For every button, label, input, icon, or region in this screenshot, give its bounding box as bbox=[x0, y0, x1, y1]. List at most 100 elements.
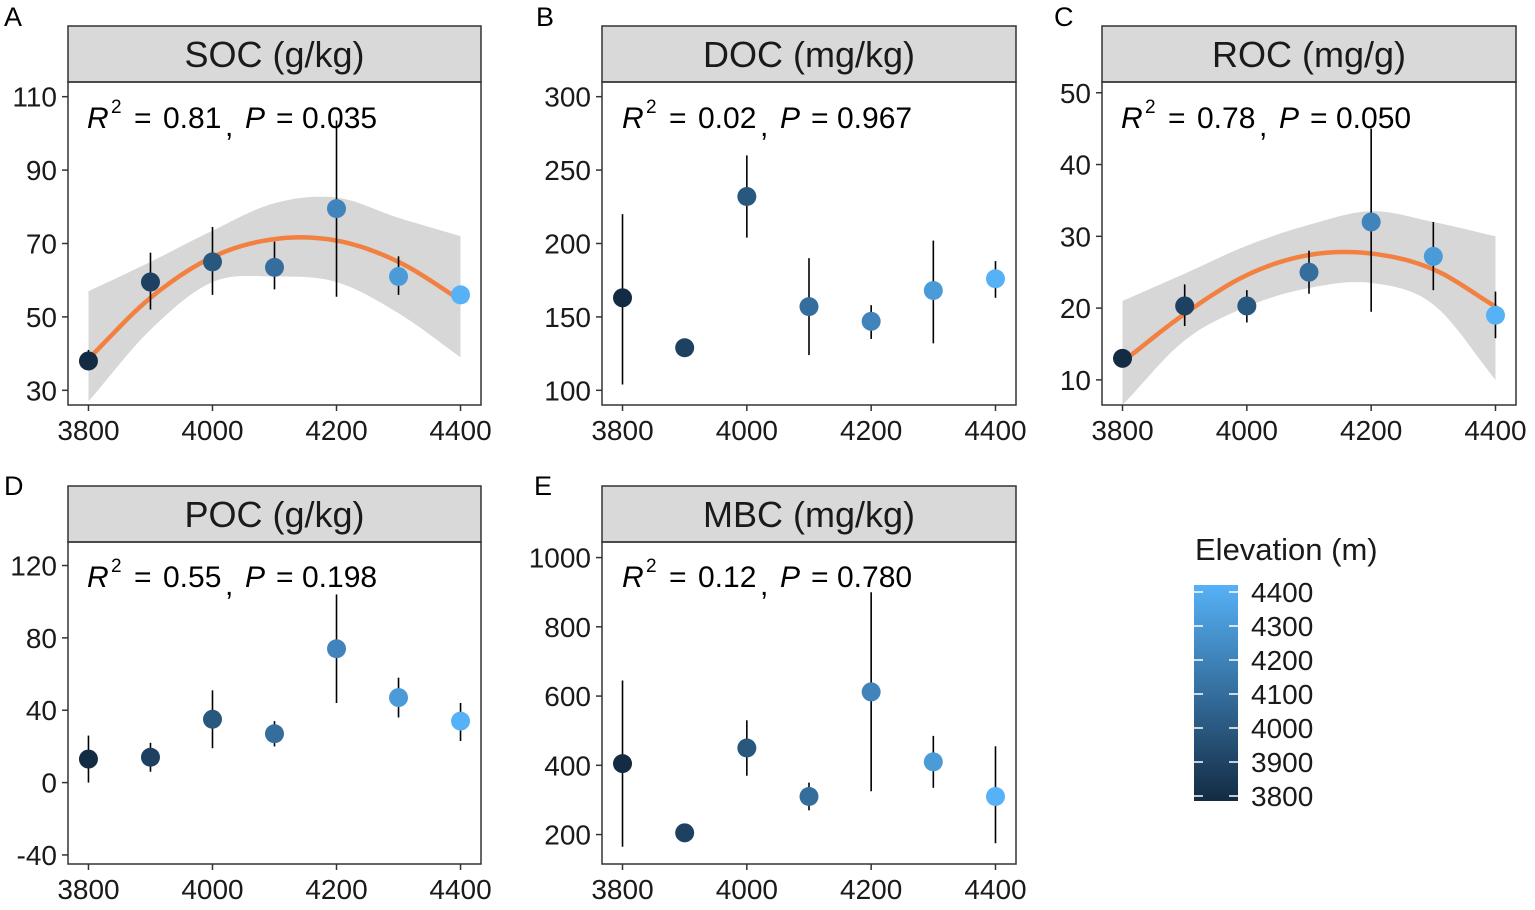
panel-label-c: C bbox=[1054, 2, 1074, 32]
data-point bbox=[1485, 305, 1505, 325]
r-symbol: R bbox=[87, 102, 109, 135]
data-point bbox=[389, 267, 409, 287]
legend-tick-label: 3800 bbox=[1251, 781, 1313, 812]
y-tick-label: 1000 bbox=[529, 543, 591, 574]
x-tick-label: 4000 bbox=[716, 415, 778, 446]
p-symbol: P bbox=[780, 561, 800, 594]
p-value: 0.035 bbox=[302, 102, 377, 135]
data-point bbox=[1299, 262, 1319, 282]
y-tick-label: 600 bbox=[544, 681, 591, 712]
panel-border-e bbox=[601, 541, 1017, 865]
data-point bbox=[140, 747, 160, 767]
y-tick-label: 200 bbox=[544, 820, 591, 851]
x-tick-label: 4200 bbox=[305, 874, 367, 905]
plot-area-e bbox=[613, 592, 1005, 847]
strip-title-b: DOC (mg/kg) bbox=[703, 34, 915, 75]
panel-d: D POC (g/kg) R 2 = 0.55 , P = 0.198 -40 0… bbox=[4, 471, 492, 905]
y-tick-label: 30 bbox=[1060, 221, 1091, 252]
y-tick-label: 40 bbox=[1060, 150, 1091, 181]
axes-a: 30 50 70 90 110 3800 4000 4200 4400 bbox=[12, 82, 491, 446]
r-symbol: R bbox=[1121, 102, 1143, 135]
data-point bbox=[78, 351, 98, 371]
equals-sign: = bbox=[134, 561, 152, 594]
x-tick-label: 4000 bbox=[181, 415, 243, 446]
strip-a bbox=[67, 25, 482, 83]
confidence-ribbon bbox=[88, 196, 461, 402]
y-tick-label: 120 bbox=[10, 551, 57, 582]
legend-tick-label: 4300 bbox=[1251, 611, 1313, 642]
y-tick-label: 250 bbox=[544, 155, 591, 186]
strip-title-c: ROC (mg/g) bbox=[1212, 34, 1406, 75]
axes-d: -40 0 40 80 120 3800 4000 4200 4400 bbox=[10, 551, 491, 905]
data-point bbox=[140, 272, 160, 292]
strip-title-d: POC (g/kg) bbox=[184, 494, 364, 535]
y-tick-label: 70 bbox=[26, 229, 57, 260]
plot-area-d bbox=[78, 594, 471, 783]
strip-c bbox=[1101, 25, 1517, 83]
p-symbol: P bbox=[1279, 102, 1299, 135]
equals-sign: = bbox=[134, 102, 152, 135]
data-point bbox=[1423, 246, 1443, 266]
data-point bbox=[265, 257, 284, 277]
panel-label-b: B bbox=[536, 2, 554, 32]
plot-area-b bbox=[613, 155, 1005, 385]
y-tick-label: 0 bbox=[41, 768, 57, 799]
x-tick-label: 3800 bbox=[57, 415, 119, 446]
equals-sign: = bbox=[669, 102, 687, 135]
axes-c: 10 20 30 40 50 3800 4000 4200 4400 bbox=[1060, 78, 1527, 446]
plot-area-c bbox=[1113, 128, 1505, 405]
axes-e: 200 400 600 800 1000 3800 4000 4200 4400 bbox=[529, 543, 1027, 905]
data-point bbox=[451, 285, 471, 305]
data-point bbox=[327, 199, 347, 219]
p-symbol: P bbox=[780, 102, 800, 135]
y-tick-label: 110 bbox=[12, 82, 57, 113]
squared-superscript: 2 bbox=[111, 97, 122, 118]
p-symbol: P bbox=[245, 102, 265, 135]
comma-separator: , bbox=[225, 569, 233, 602]
y-tick-label: 50 bbox=[26, 302, 57, 333]
panel-border-b bbox=[601, 81, 1017, 406]
data-point bbox=[202, 709, 222, 729]
r2-value: 0.55 bbox=[163, 561, 221, 594]
x-tick-label: 4400 bbox=[1464, 415, 1526, 446]
strip-e bbox=[601, 485, 1017, 543]
color-legend: Elevation (m) 44004300420041004000390038… bbox=[1194, 532, 1378, 812]
data-point bbox=[737, 738, 757, 758]
x-tick-label: 3800 bbox=[57, 874, 119, 905]
x-tick-label: 4200 bbox=[840, 874, 902, 905]
x-tick-label: 4000 bbox=[181, 874, 243, 905]
y-tick-label: 30 bbox=[26, 375, 57, 406]
strip-title-a: SOC (g/kg) bbox=[184, 34, 364, 75]
y-tick-label: 100 bbox=[544, 375, 591, 406]
stat-annotation-b: R 2 = 0.02 , P = 0.967 bbox=[622, 97, 912, 143]
equals-sign: = bbox=[276, 561, 294, 594]
y-tick-label: 200 bbox=[544, 229, 591, 260]
data-point bbox=[1175, 296, 1195, 316]
strip-d bbox=[67, 485, 482, 543]
data-point bbox=[923, 752, 943, 772]
data-point bbox=[737, 187, 757, 207]
data-point bbox=[799, 786, 819, 806]
x-tick-label: 4400 bbox=[429, 874, 491, 905]
x-tick-label: 4400 bbox=[429, 415, 491, 446]
legend-tick-label: 3900 bbox=[1251, 747, 1313, 778]
r-symbol: R bbox=[622, 561, 644, 594]
legend-tick-label: 4000 bbox=[1251, 713, 1313, 744]
equals-sign: = bbox=[811, 102, 829, 135]
x-tick-label: 4400 bbox=[964, 415, 1026, 446]
x-tick-label: 4000 bbox=[1216, 415, 1278, 446]
plot-area-a bbox=[78, 120, 471, 402]
equals-sign: = bbox=[1310, 102, 1328, 135]
data-point bbox=[265, 724, 284, 744]
data-point bbox=[1237, 296, 1257, 316]
legend-tick-label: 4100 bbox=[1251, 679, 1313, 710]
data-point bbox=[389, 688, 409, 708]
x-tick-label: 3800 bbox=[591, 415, 653, 446]
stat-annotation-a: R 2 = 0.81 , P = 0.035 bbox=[87, 97, 377, 143]
x-tick-label: 4200 bbox=[305, 415, 367, 446]
data-point bbox=[675, 338, 695, 358]
p-value: 0.967 bbox=[837, 102, 912, 135]
